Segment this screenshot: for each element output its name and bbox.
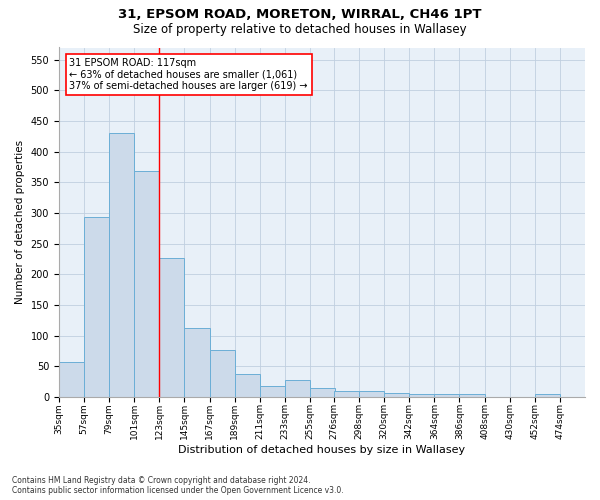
- Bar: [334, 390, 359, 397]
- Bar: [59, 362, 84, 397]
- Bar: [84, 218, 109, 397]
- Text: Size of property relative to detached houses in Wallasey: Size of property relative to detached ho…: [133, 22, 467, 36]
- Bar: [434, 394, 460, 397]
- Bar: [359, 390, 384, 397]
- Bar: [260, 386, 285, 397]
- Bar: [109, 134, 134, 397]
- Text: 31, EPSOM ROAD, MORETON, WIRRAL, CH46 1PT: 31, EPSOM ROAD, MORETON, WIRRAL, CH46 1P…: [118, 8, 482, 20]
- X-axis label: Distribution of detached houses by size in Wallasey: Distribution of detached houses by size …: [178, 445, 466, 455]
- Bar: [235, 374, 260, 397]
- Bar: [384, 392, 409, 397]
- Bar: [285, 380, 310, 397]
- Text: 31 EPSOM ROAD: 117sqm
← 63% of detached houses are smaller (1,061)
37% of semi-d: 31 EPSOM ROAD: 117sqm ← 63% of detached …: [70, 58, 308, 91]
- Bar: [184, 328, 209, 397]
- Bar: [310, 388, 335, 397]
- Bar: [460, 394, 485, 397]
- Bar: [209, 350, 235, 397]
- Bar: [409, 394, 434, 397]
- Bar: [535, 394, 560, 397]
- Text: Contains HM Land Registry data © Crown copyright and database right 2024.
Contai: Contains HM Land Registry data © Crown c…: [12, 476, 344, 495]
- Bar: [160, 258, 184, 397]
- Bar: [134, 170, 160, 397]
- Y-axis label: Number of detached properties: Number of detached properties: [15, 140, 25, 304]
